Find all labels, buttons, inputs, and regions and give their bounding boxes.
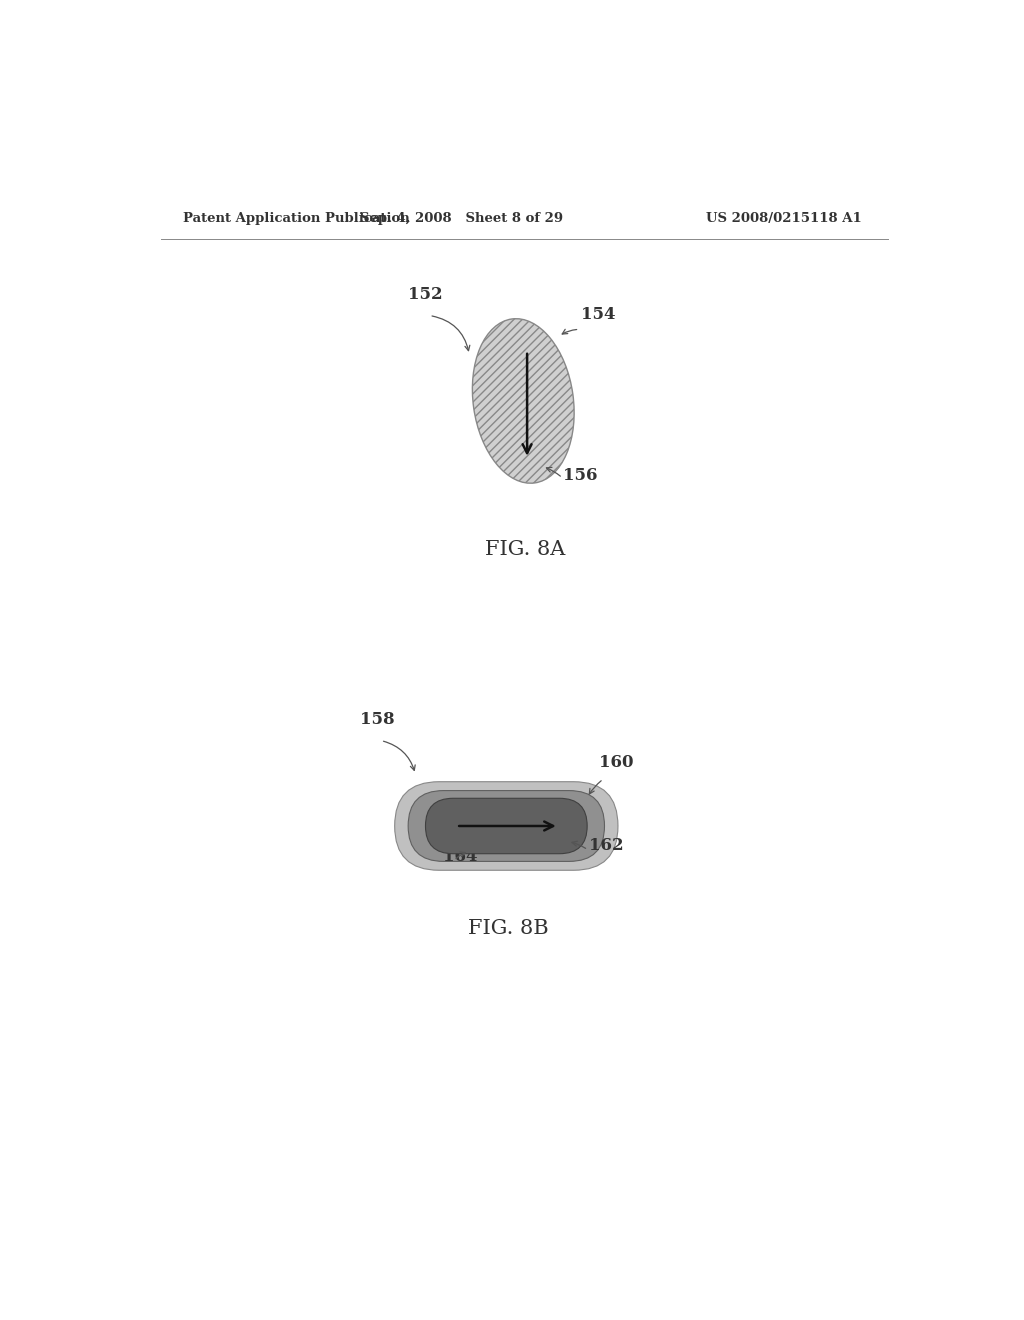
Text: 164: 164 (443, 847, 477, 865)
Text: 154: 154 (581, 305, 615, 322)
Text: 152: 152 (408, 286, 442, 304)
Text: FIG. 8A: FIG. 8A (484, 540, 565, 560)
FancyBboxPatch shape (394, 781, 617, 870)
Text: 158: 158 (360, 711, 394, 729)
Text: 162: 162 (590, 837, 624, 854)
Text: Sep. 4, 2008   Sheet 8 of 29: Sep. 4, 2008 Sheet 8 of 29 (360, 213, 563, 224)
Text: 156: 156 (563, 467, 598, 484)
FancyBboxPatch shape (425, 799, 587, 854)
Text: FIG. 8B: FIG. 8B (468, 919, 548, 939)
Ellipse shape (472, 318, 574, 483)
Text: Patent Application Publication: Patent Application Publication (183, 213, 410, 224)
Text: US 2008/0215118 A1: US 2008/0215118 A1 (707, 213, 862, 224)
Text: 160: 160 (599, 754, 633, 771)
FancyBboxPatch shape (409, 791, 604, 862)
